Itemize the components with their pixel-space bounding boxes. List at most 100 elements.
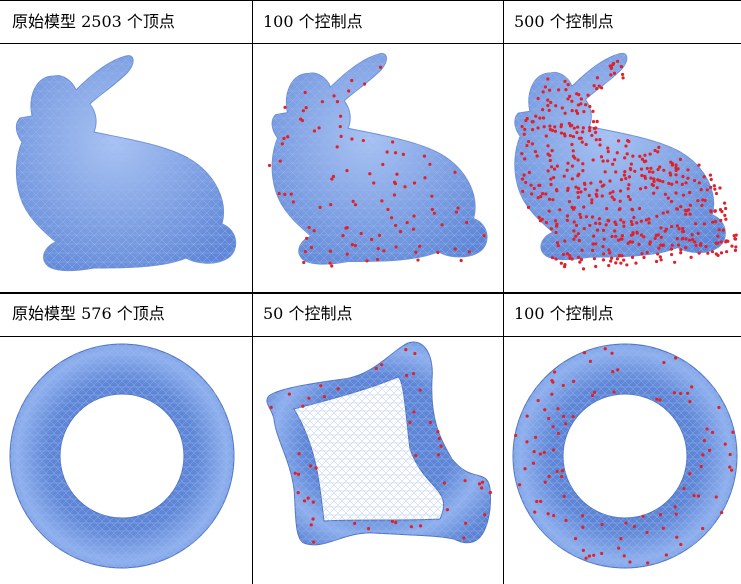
control-point (526, 139, 531, 144)
control-point (699, 188, 703, 192)
control-point (610, 195, 614, 199)
control-point (633, 169, 637, 173)
control-point (696, 198, 700, 203)
control-point (546, 512, 550, 516)
control-point (629, 233, 634, 237)
control-point (608, 191, 612, 195)
control-point (330, 264, 334, 268)
control-point (480, 486, 484, 490)
control-point (330, 177, 334, 181)
control-point (600, 522, 604, 527)
control-point (606, 149, 610, 154)
control-point (721, 228, 726, 232)
control-point (673, 356, 678, 360)
control-point (530, 128, 535, 132)
control-point (574, 223, 579, 227)
control-point (550, 148, 554, 153)
control-point (581, 267, 586, 271)
control-point (723, 213, 727, 217)
control-point (712, 184, 716, 188)
control-point (615, 257, 619, 261)
control-point (706, 251, 710, 255)
control-point (579, 136, 583, 140)
control-point (359, 231, 363, 236)
control-point (649, 166, 653, 170)
control-point (336, 387, 340, 391)
control-point (606, 218, 610, 222)
control-point (713, 187, 717, 191)
control-point (644, 186, 648, 190)
control-point (645, 530, 649, 535)
control-point (705, 188, 709, 192)
control-point (594, 264, 598, 269)
control-point (422, 154, 427, 158)
control-point (628, 166, 632, 171)
control-point (556, 244, 560, 248)
control-point (350, 78, 354, 83)
control-point (566, 97, 570, 101)
control-point (613, 158, 617, 162)
control-point (353, 521, 357, 525)
control-point (614, 261, 618, 265)
control-point (655, 214, 659, 218)
control-point (541, 116, 546, 120)
control-point (663, 229, 667, 233)
control-point (590, 133, 594, 138)
control-point (414, 453, 418, 458)
control-point (731, 430, 735, 434)
control-point (719, 240, 723, 244)
control-point (657, 246, 661, 250)
control-point (576, 125, 580, 129)
control-point (531, 461, 536, 465)
control-point (599, 155, 604, 159)
cell-label: 原始模型 2503 个顶点 (12, 12, 175, 31)
control-point (668, 171, 672, 175)
control-point (657, 145, 661, 149)
control-point (555, 241, 560, 245)
control-point (314, 466, 318, 470)
control-point (622, 258, 626, 262)
control-point (681, 193, 686, 197)
control-point (546, 103, 550, 108)
control-point (578, 260, 582, 264)
control-point (713, 209, 717, 213)
control-point (675, 224, 679, 228)
control-point (521, 189, 525, 193)
control-point (627, 139, 631, 144)
control-point (610, 234, 614, 239)
control-point (351, 199, 355, 203)
control-point (524, 118, 528, 123)
control-point (538, 452, 542, 456)
control-point (488, 490, 492, 495)
control-point (581, 126, 585, 130)
control-point (546, 144, 550, 148)
control-point (607, 263, 611, 268)
control-point (572, 237, 576, 241)
control-points (520, 59, 738, 271)
control-point (344, 226, 348, 230)
control-point (724, 206, 728, 211)
control-point (523, 157, 527, 161)
control-point (575, 130, 579, 135)
control-point (704, 244, 708, 249)
control-point (582, 205, 586, 209)
control-point (368, 172, 372, 176)
control-point (620, 72, 625, 77)
control-point (588, 359, 593, 363)
control-point (430, 207, 434, 212)
control-point (579, 102, 583, 106)
bunny-100-points-image (267, 53, 488, 268)
control-point (579, 258, 584, 262)
control-point (319, 384, 323, 388)
control-point (581, 548, 585, 552)
control-point (416, 258, 420, 262)
control-point (302, 499, 307, 503)
control-point (680, 182, 684, 187)
control-point (557, 88, 561, 92)
control-point (454, 210, 459, 214)
control-point (401, 152, 405, 157)
control-point (600, 194, 604, 198)
control-point (646, 561, 650, 565)
control-point (629, 219, 633, 224)
control-point (570, 142, 574, 147)
